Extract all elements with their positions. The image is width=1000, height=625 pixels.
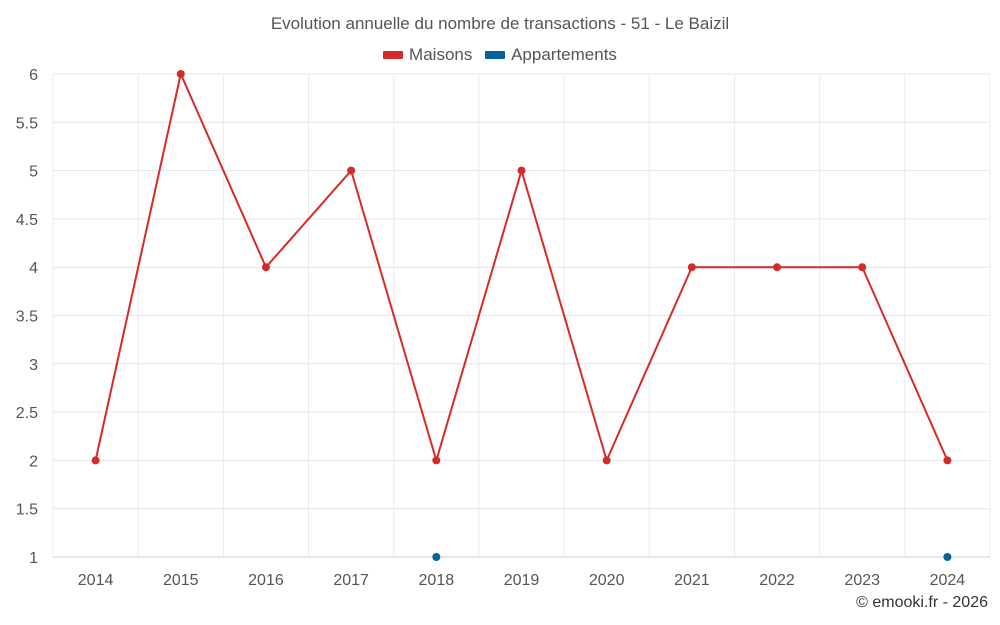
y-tick-label: 2 bbox=[29, 453, 38, 470]
x-tick-label: 2024 bbox=[930, 572, 966, 589]
x-tick-label: 2019 bbox=[504, 572, 540, 589]
x-tick-label: 2018 bbox=[419, 572, 455, 589]
data-point-maisons bbox=[858, 263, 867, 272]
x-tick-label: 2021 bbox=[674, 572, 710, 589]
x-tick-label: 2015 bbox=[163, 572, 199, 589]
y-tick-label: 2.5 bbox=[16, 405, 38, 422]
legend-item-appartements[interactable]: Appartements bbox=[485, 45, 617, 65]
x-tick-label: 2020 bbox=[589, 572, 625, 589]
data-point-maisons bbox=[347, 166, 356, 175]
legend-swatch-maisons bbox=[383, 51, 404, 59]
chart-title: Evolution annuelle du nombre de transact… bbox=[270, 14, 730, 33]
legend-label-maisons: Maisons bbox=[409, 45, 473, 64]
data-point-maisons bbox=[943, 456, 952, 465]
y-tick-label: 4 bbox=[29, 260, 38, 277]
y-tick-label: 1 bbox=[29, 550, 38, 567]
x-tick-label: 2023 bbox=[844, 572, 880, 589]
x-tick-label: 2022 bbox=[759, 572, 795, 589]
data-point-maisons bbox=[432, 456, 441, 465]
legend-item-maisons[interactable]: Maisons bbox=[383, 45, 472, 65]
y-tick-label: 4.5 bbox=[16, 212, 38, 229]
x-tick-label: 2016 bbox=[248, 572, 284, 589]
data-point-maisons bbox=[176, 70, 185, 78]
data-point-maisons bbox=[687, 263, 696, 272]
legend-label-appartements: Appartements bbox=[511, 45, 617, 64]
data-point-maisons bbox=[517, 166, 526, 175]
data-point-maisons bbox=[773, 263, 782, 272]
legend-swatch-appartements bbox=[485, 51, 506, 59]
credit-text: © emooki.fr - 2026 bbox=[856, 594, 988, 611]
y-tick-label: 5.5 bbox=[16, 115, 38, 132]
x-tick-label: 2017 bbox=[333, 572, 369, 589]
y-tick-label: 3 bbox=[29, 357, 38, 374]
data-point-maisons bbox=[602, 456, 611, 465]
x-tick-label: 2014 bbox=[78, 572, 114, 589]
data-point-appartements bbox=[943, 553, 952, 561]
y-tick-label: 6 bbox=[29, 67, 38, 84]
data-point-appartements bbox=[432, 553, 441, 561]
data-point-maisons bbox=[261, 263, 270, 272]
legend: Maisons Appartements bbox=[0, 44, 1000, 65]
y-tick-label: 3.5 bbox=[16, 309, 38, 326]
data-point-maisons bbox=[91, 456, 100, 465]
y-tick-label: 5 bbox=[29, 164, 38, 181]
y-tick-label: 1.5 bbox=[16, 502, 38, 519]
